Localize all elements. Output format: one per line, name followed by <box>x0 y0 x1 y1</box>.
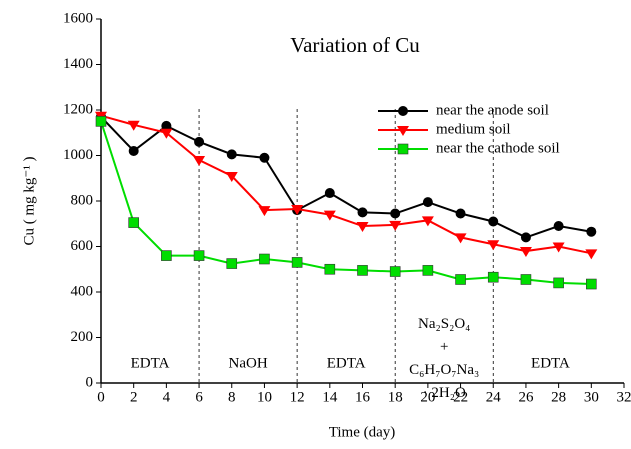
y-tick-label: 800 <box>71 192 94 208</box>
region-label: · 2H₂O <box>423 385 466 401</box>
marker <box>325 188 335 198</box>
x-tick-label: 28 <box>551 389 566 405</box>
marker <box>586 227 596 237</box>
marker <box>585 249 597 259</box>
region-label: Na₂S₂O₄ <box>418 316 470 332</box>
marker <box>488 216 498 226</box>
marker <box>586 279 596 289</box>
x-tick-label: 8 <box>228 389 236 405</box>
marker <box>227 259 237 269</box>
marker <box>357 222 369 232</box>
x-tick-label: 14 <box>322 389 338 405</box>
marker <box>96 116 106 126</box>
marker <box>258 206 270 216</box>
y-tick-label: 400 <box>71 283 94 299</box>
y-tick-label: 1600 <box>63 10 93 26</box>
marker <box>129 146 139 156</box>
marker <box>423 197 433 207</box>
marker <box>358 265 368 275</box>
y-axis-label: Cu ( mg kg⁻¹ ) <box>21 156 37 245</box>
marker <box>554 221 564 231</box>
marker <box>129 218 139 228</box>
y-tick-label: 0 <box>86 374 94 390</box>
legend-label: near the anode soil <box>436 102 549 118</box>
legend-label: near the cathode soil <box>436 140 560 156</box>
marker <box>521 274 531 284</box>
x-tick-label: 18 <box>388 389 403 405</box>
marker <box>259 254 269 264</box>
marker <box>423 265 433 275</box>
marker <box>390 267 400 277</box>
x-tick-label: 16 <box>355 389 371 405</box>
marker <box>194 137 204 147</box>
region-label: NaOH <box>229 355 268 371</box>
marker <box>325 264 335 274</box>
region-label: + <box>440 339 448 355</box>
legend: near the anode soil medium soil near the c… <box>378 102 560 156</box>
y-tick-label: 1200 <box>63 101 93 117</box>
x-tick-label: 24 <box>486 389 502 405</box>
x-tick-label: 6 <box>195 389 203 405</box>
x-tick-label: 32 <box>617 389 631 405</box>
marker <box>456 209 466 219</box>
marker <box>390 209 400 219</box>
marker <box>358 207 368 217</box>
marker <box>521 232 531 242</box>
region-label: EDTA <box>531 355 570 371</box>
marker <box>161 251 171 261</box>
x-tick-label: 2 <box>130 389 138 405</box>
x-tick-label: 10 <box>257 389 272 405</box>
x-tick-label: 12 <box>290 389 305 405</box>
legend-label: medium soil <box>436 121 511 137</box>
marker <box>292 257 302 267</box>
region-label: EDTA <box>131 355 170 371</box>
marker <box>398 144 408 154</box>
marker <box>194 251 204 261</box>
x-axis-label: Time (day) <box>329 424 396 440</box>
chart-title: Variation of Cu <box>290 33 420 57</box>
marker <box>520 247 532 257</box>
y-tick-label: 200 <box>71 329 94 345</box>
marker <box>398 106 408 116</box>
x-tick-label: 26 <box>518 389 534 405</box>
region-label: C₆H₇O₇Na₃ <box>409 362 479 378</box>
y-tick-label: 1000 <box>63 147 93 163</box>
marker <box>259 153 269 163</box>
marker <box>227 149 237 159</box>
marker <box>456 274 466 284</box>
marker <box>554 278 564 288</box>
x-tick-label: 4 <box>163 389 171 405</box>
marker <box>488 272 498 282</box>
x-tick-label: 30 <box>584 389 599 405</box>
y-tick-label: 600 <box>71 238 94 254</box>
x-tick-label: 0 <box>97 389 105 405</box>
region-label: EDTA <box>327 355 366 371</box>
y-tick-label: 1400 <box>63 56 93 72</box>
